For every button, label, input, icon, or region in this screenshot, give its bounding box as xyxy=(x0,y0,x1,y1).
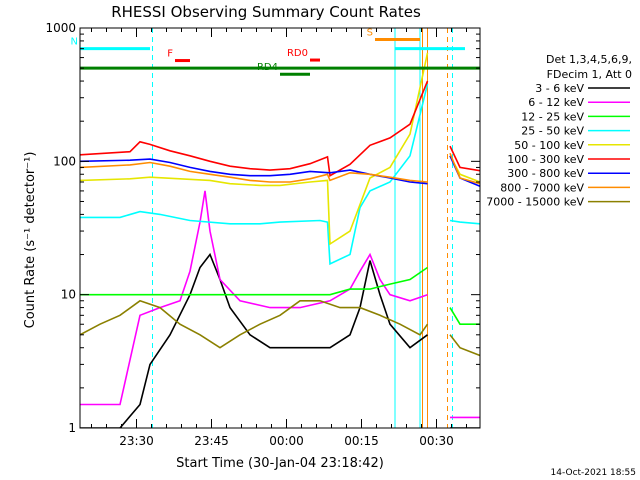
flag-label-f: F xyxy=(167,49,173,60)
series-3-6-kev xyxy=(80,252,428,428)
series-25-50-kev xyxy=(80,83,429,266)
legend-label-6-12-kev: 6 - 12 keV xyxy=(528,96,584,109)
series-800-7000-kev xyxy=(80,161,428,183)
flag-label-rd0: RD0 xyxy=(287,48,308,59)
y-tick-label-100: 100 xyxy=(53,154,76,168)
legend-header-2: FDecim 1, Att 0 xyxy=(547,68,632,81)
series-50-100-kev xyxy=(80,52,429,246)
legend-label-7000-15000-kev: 7000 - 15000 keV xyxy=(486,196,584,209)
y-axis-label: Count Rate (s⁻¹ detector⁻¹) xyxy=(23,152,38,329)
x-tick-label-23-45: 23:45 xyxy=(194,434,229,448)
y-tick-label-10: 10 xyxy=(61,288,76,302)
footer-timestamp: 14-Oct-2021 18:55 xyxy=(551,468,636,478)
series-100-300-kev-after-gap xyxy=(449,145,480,172)
legend-label-25-50-kev: 25 - 50 keV xyxy=(521,125,584,138)
chart-title: RHESSI Observing Summary Count Rates xyxy=(111,3,421,21)
legend-label-300-800-kev: 300 - 800 keV xyxy=(507,167,584,180)
legend-label-800-7000-kev: 800 - 7000 keV xyxy=(500,181,584,194)
legend: Det 1,3,4,5,6,9, FDecim 1, Att 0 3 - 6 k… xyxy=(486,53,632,209)
series-25-50-kev-after-gap xyxy=(449,219,480,225)
y-tick-label-1: 1 xyxy=(68,421,76,435)
x-tick-label-00-15: 00:15 xyxy=(344,434,379,448)
y-tick-label-1000: 1000 xyxy=(45,21,76,35)
series-7000-15000-kev xyxy=(80,299,429,349)
series-800-7000-kev-after-gap xyxy=(449,152,480,185)
x-tick-label-00-00: 00:00 xyxy=(269,434,304,448)
legend-label-12-25-kev: 12 - 25 keV xyxy=(521,110,584,123)
series-100-300-kev xyxy=(80,80,429,177)
x-tick-label-00-30: 00:30 xyxy=(419,434,454,448)
series-6-12-kev xyxy=(80,190,428,406)
legend-label-50-100-kev: 50 - 100 keV xyxy=(514,139,584,152)
flag-label-rd4: RD4 xyxy=(257,62,278,73)
flag-label-n: N xyxy=(71,37,78,48)
axes: 1 10 100 1000 23:30 23:45 00:00 00:15 00:30 xyxy=(45,21,481,448)
plot-area xyxy=(80,28,480,428)
plot-frame xyxy=(79,27,481,429)
x-tick-label-23-30: 23:30 xyxy=(119,434,154,448)
x-axis-label: Start Time (30-Jan-04 23:18:42) xyxy=(176,456,384,471)
series-7000-15000-kev-after-gap xyxy=(449,334,480,357)
legend-label-100-300-kev: 100 - 300 keV xyxy=(507,153,584,166)
series-12-25-kev-after-gap xyxy=(449,307,480,326)
series-12-25-kev xyxy=(80,266,428,296)
legend-header-1: Det 1,3,4,5,6,9, xyxy=(546,53,632,66)
flag-label-s: S xyxy=(367,27,373,38)
legend-label-3-6-kev: 3 - 6 keV xyxy=(535,82,584,95)
